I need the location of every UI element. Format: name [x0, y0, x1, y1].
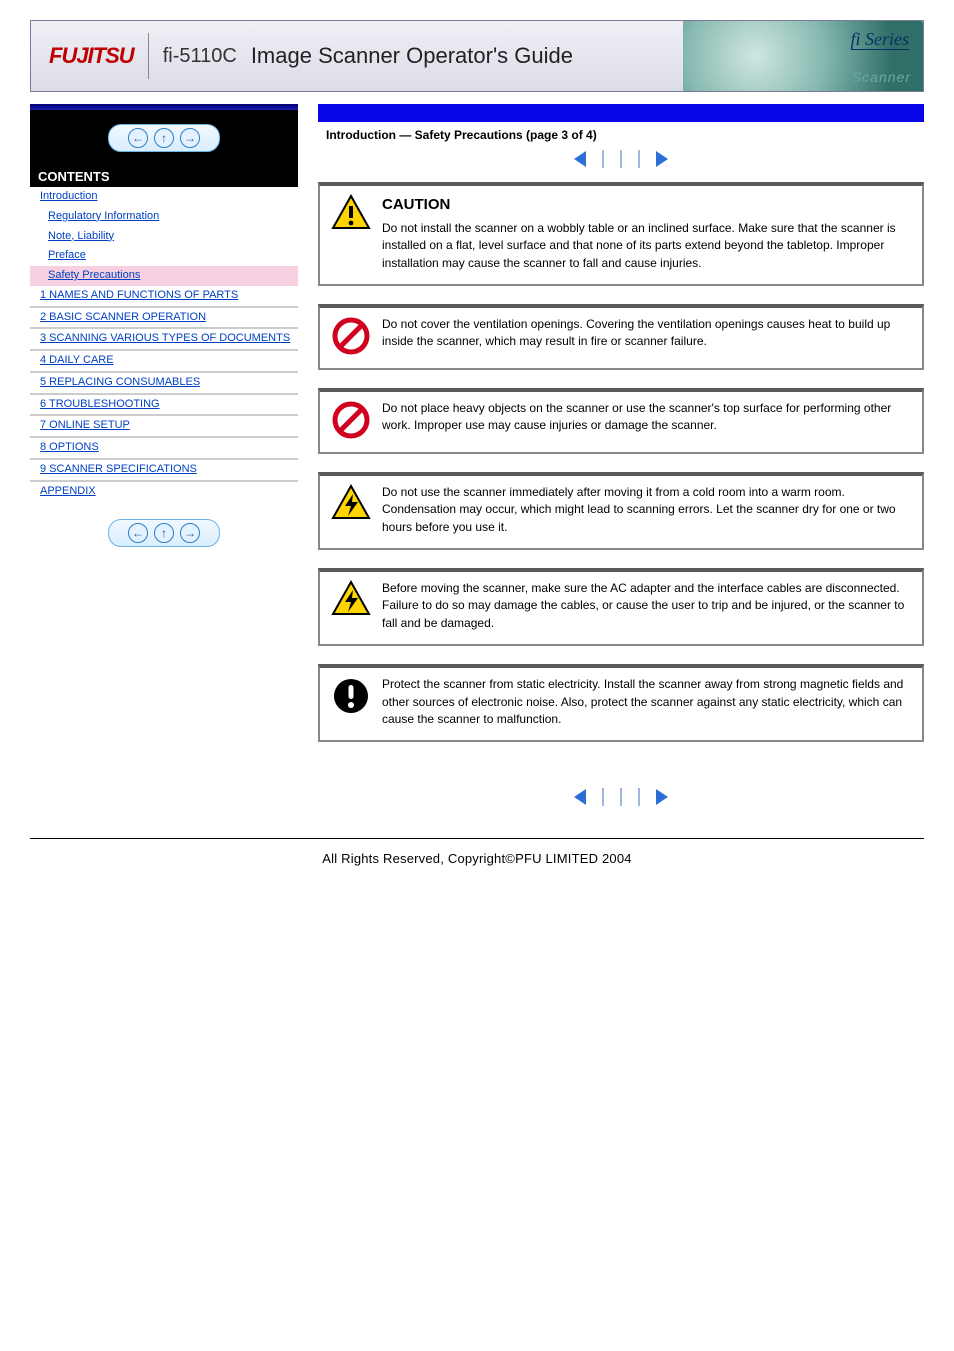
- sidebar-link-ch4[interactable]: 4 DAILY CARE: [30, 351, 298, 371]
- nav-next-icon[interactable]: →: [180, 128, 200, 148]
- nav-pill-top: ← ↑ →: [108, 124, 220, 152]
- header-swoosh: fi Series Scanner: [683, 21, 923, 91]
- model-number: fi-5110C: [149, 45, 251, 68]
- page-sep: [638, 150, 640, 168]
- page-sep: [620, 788, 622, 806]
- nav-next-icon[interactable]: →: [180, 523, 200, 543]
- header-bar: FUJITSU fi-5110C Image Scanner Operator'…: [30, 20, 924, 92]
- warning-box: Do not use the scanner immediately after…: [318, 472, 924, 550]
- page-prev-icon[interactable]: [574, 151, 586, 167]
- scanner-word: Scanner: [852, 69, 911, 85]
- page-sep: [620, 150, 622, 168]
- sidebar-link-ch3[interactable]: 3 SCANNING VARIOUS TYPES OF DOCUMENTS: [30, 329, 298, 349]
- warning-text: Do not place heavy objects on the scanne…: [382, 400, 912, 435]
- sidebar-top-black: ← ↑ →: [30, 110, 298, 166]
- sidebar-link-preface[interactable]: Preface: [30, 246, 298, 266]
- page-dot-nav-bottom: [318, 760, 924, 812]
- warning-text: Before moving the scanner, make sure the…: [382, 580, 912, 632]
- sidebar-link-ch5[interactable]: 5 REPLACING CONSUMABLES: [30, 373, 298, 393]
- content-section-heading: Introduction — Safety Precautions (page …: [318, 122, 924, 146]
- content-bluebar: [318, 104, 924, 122]
- nav-up-icon[interactable]: ↑: [154, 523, 174, 543]
- page-dot-nav-top: [318, 146, 924, 182]
- sidebar-link-ch2[interactable]: 2 BASIC SCANNER OPERATION: [30, 308, 298, 328]
- sidebar-link-appendix[interactable]: APPENDIX: [30, 482, 298, 502]
- electric-triangle-icon: [330, 484, 372, 520]
- page-next-icon[interactable]: [656, 789, 668, 805]
- nav-pill-bottom: ← ↑ →: [108, 519, 220, 547]
- page-next-icon[interactable]: [656, 151, 668, 167]
- series-badge: fi Series: [851, 29, 910, 50]
- caution-heading: CAUTION: [382, 194, 912, 216]
- prohibit-circle-icon: [330, 400, 372, 440]
- nav-prev-icon[interactable]: ←: [128, 523, 148, 543]
- sidebar-link-ch1[interactable]: 1 NAMES AND FUNCTIONS OF PARTS: [30, 286, 298, 306]
- sidebar-link-ch7[interactable]: 7 ONLINE SETUP: [30, 416, 298, 436]
- sidebar-link-ch8[interactable]: 8 OPTIONS: [30, 438, 298, 458]
- nav-prev-icon[interactable]: ←: [128, 128, 148, 148]
- sidebar-link-regulatory[interactable]: Regulatory Information: [30, 207, 298, 227]
- warning-text: Do not cover the ventilation openings. C…: [382, 316, 912, 351]
- sidebar-link-ch9[interactable]: 9 SCANNER SPECIFICATIONS: [30, 460, 298, 480]
- content-pane: Introduction — Safety Precautions (page …: [318, 104, 924, 812]
- doc-title: Image Scanner Operator's Guide: [251, 43, 573, 69]
- nav-up-icon[interactable]: ↑: [154, 128, 174, 148]
- prohibit-circle-icon: [330, 316, 372, 356]
- contents-heading: CONTENTS: [30, 166, 298, 187]
- page-sep: [602, 150, 604, 168]
- warning-text: Do not use the scanner immediately after…: [382, 484, 912, 536]
- page-sep: [638, 788, 640, 806]
- fujitsu-logo: FUJITSU: [31, 43, 148, 69]
- page-prev-icon[interactable]: [574, 789, 586, 805]
- sidebar-link-safety[interactable]: Safety Precautions: [30, 266, 298, 286]
- warning-box: Do not place heavy objects on the scanne…: [318, 388, 924, 454]
- mandatory-circle-icon: [330, 676, 372, 716]
- page-sep: [602, 788, 604, 806]
- footer-copyright: All Rights Reserved, Copyright©PFU LIMIT…: [30, 839, 924, 866]
- warning-box: Before moving the scanner, make sure the…: [318, 568, 924, 646]
- sidebar-link-introduction[interactable]: Introduction: [30, 187, 298, 207]
- warning-box: Do not cover the ventilation openings. C…: [318, 304, 924, 370]
- caution-triangle-icon: [330, 194, 372, 230]
- warning-text: Protect the scanner from static electric…: [382, 676, 912, 728]
- warning-text: CAUTIONDo not install the scanner on a w…: [382, 194, 912, 272]
- sidebar-link-ch6[interactable]: 6 TROUBLESHOOTING: [30, 395, 298, 415]
- sidebar: ← ↑ → CONTENTS Introduction Regulatory I…: [30, 104, 298, 563]
- warning-box: CAUTIONDo not install the scanner on a w…: [318, 182, 924, 286]
- sidebar-link-note-liability[interactable]: Note, Liability: [30, 227, 298, 247]
- electric-triangle-icon: [330, 580, 372, 616]
- warning-box: Protect the scanner from static electric…: [318, 664, 924, 742]
